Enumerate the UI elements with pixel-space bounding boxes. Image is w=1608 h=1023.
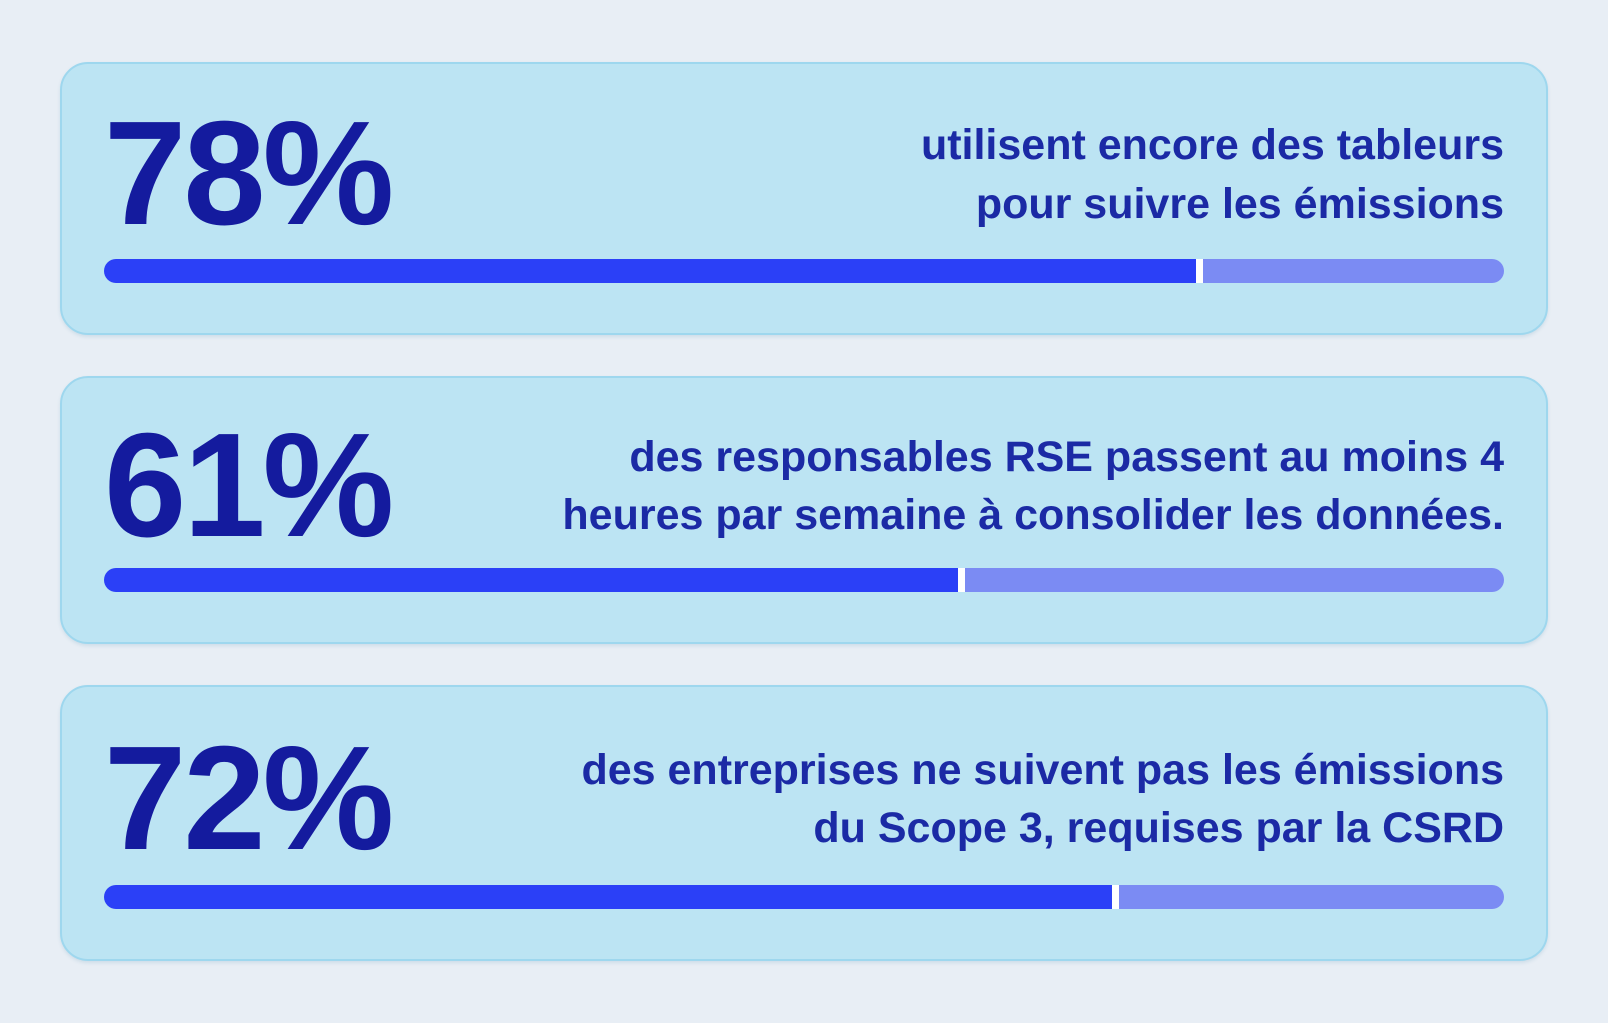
- stat-description-line: utilisent encore des tableurs: [920, 121, 1504, 170]
- progress-gap: [1112, 885, 1119, 909]
- stat-description: des responsables RSE passent au moins 4 …: [562, 428, 1504, 544]
- stat-description-line: des entreprises ne suivent pas les émiss…: [581, 745, 1504, 794]
- stat-description-line: des responsables RSE passent au moins 4: [629, 432, 1504, 481]
- stat-card-scope3: 72% des entreprises ne suivent pas les é…: [60, 685, 1548, 961]
- stat-value: 72%: [104, 715, 394, 881]
- stat-card-consolidation-time: 61% des responsables RSE passent au moin…: [60, 376, 1548, 644]
- progress-track-remainder: [1119, 885, 1504, 909]
- progress-fill: [104, 259, 1196, 283]
- progress-fill: [104, 568, 958, 592]
- progress-track-remainder: [965, 568, 1504, 592]
- stat-description-line: pour suivre les émissions: [975, 179, 1504, 228]
- card-content-row: 78% utilisent encore des tableurs pour s…: [104, 90, 1504, 259]
- card-content-row: 72% des entreprises ne suivent pas les é…: [104, 713, 1504, 885]
- infographic-stack: 78% utilisent encore des tableurs pour s…: [60, 62, 1548, 961]
- progress-bar: [104, 259, 1504, 283]
- stat-value: 61%: [104, 402, 394, 568]
- progress-bar: [104, 885, 1504, 909]
- stat-value: 78%: [104, 91, 394, 257]
- card-content-row: 61% des responsables RSE passent au moin…: [104, 404, 1504, 568]
- stat-description-line: du Scope 3, requises par la CSRD: [813, 804, 1504, 852]
- stat-description: utilisent encore des tableurs pour suivr…: [921, 116, 1504, 232]
- stat-description-line: heures par semaine à consolider les donn…: [562, 491, 1504, 539]
- progress-fill: [104, 885, 1112, 909]
- stat-card-spreadsheets: 78% utilisent encore des tableurs pour s…: [60, 62, 1548, 335]
- stat-description: des entreprises ne suivent pas les émiss…: [581, 741, 1504, 857]
- progress-gap: [1196, 259, 1203, 283]
- progress-gap: [958, 568, 965, 592]
- progress-track-remainder: [1203, 259, 1504, 283]
- progress-bar: [104, 568, 1504, 592]
